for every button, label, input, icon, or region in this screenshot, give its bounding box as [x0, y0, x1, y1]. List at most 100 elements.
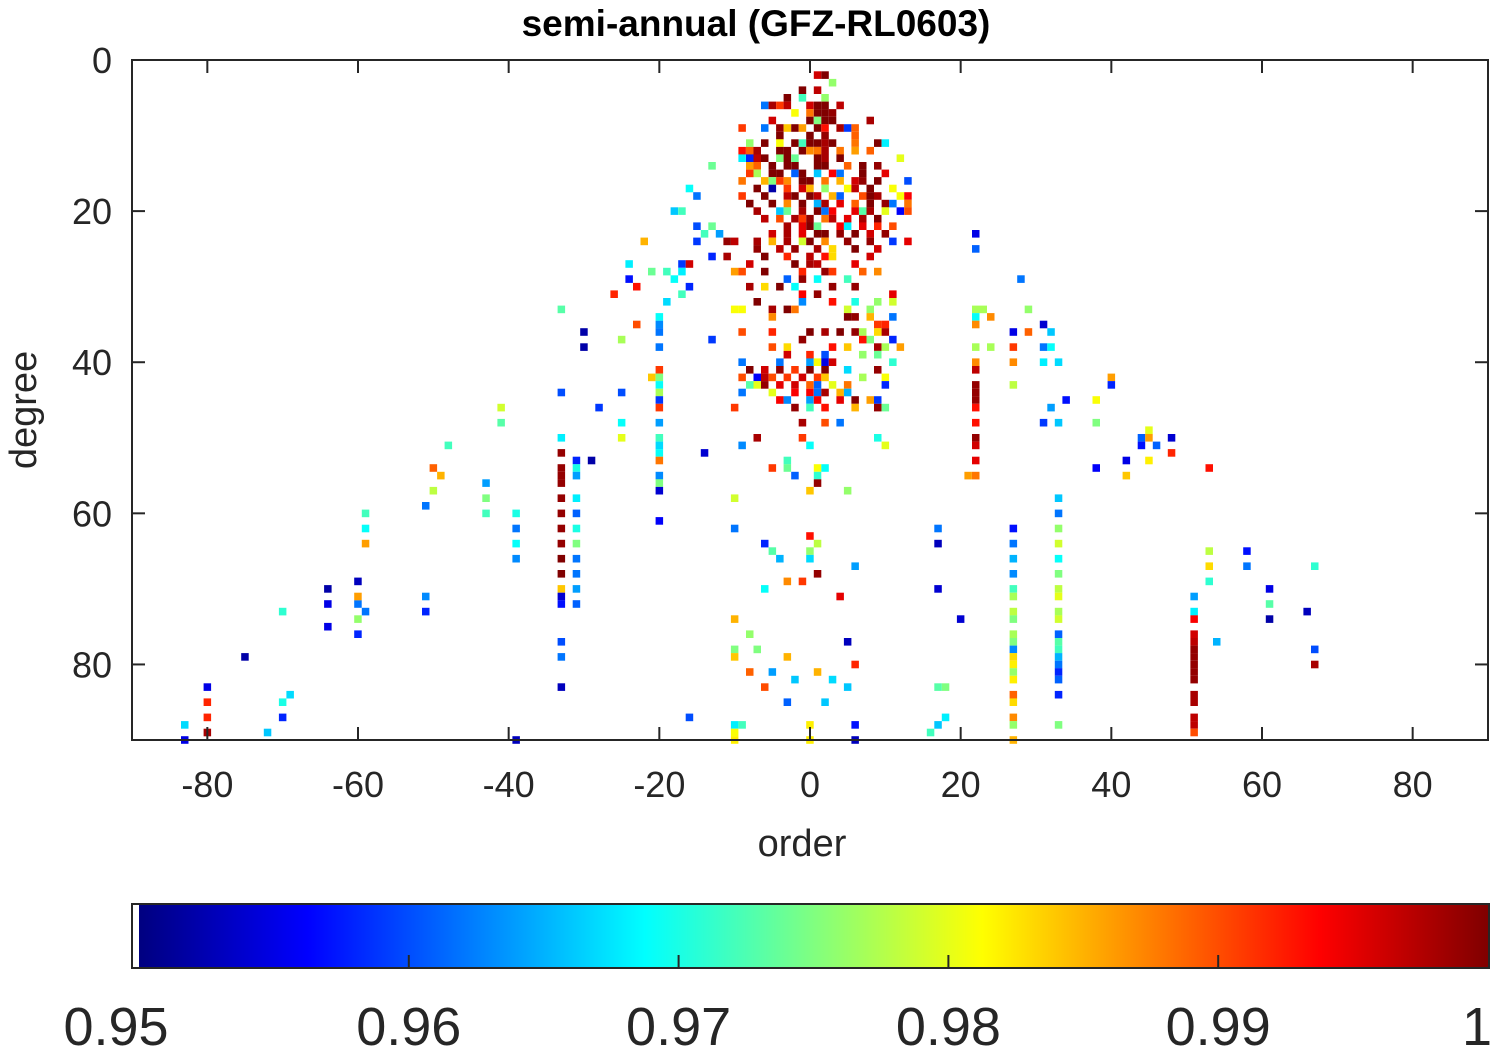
heatmap-cell: [761, 139, 769, 147]
heatmap-cell: [1145, 456, 1153, 465]
heatmap-cell: [889, 358, 897, 366]
heatmap-cell: [821, 154, 829, 162]
heatmap-cell: [821, 373, 829, 382]
heatmap-cell: [738, 388, 746, 397]
heatmap-cell: [324, 600, 332, 608]
heatmap-cell: [813, 381, 822, 389]
heatmap-cell: [753, 184, 761, 193]
heatmap-cell: [1190, 660, 1198, 669]
heatmap-cell: [753, 146, 761, 155]
heatmap-cell: [753, 373, 761, 382]
heatmap-cell: [791, 162, 799, 170]
heatmap-cell: [806, 139, 814, 147]
heatmap-cell: [783, 698, 792, 706]
heatmap-cell: [746, 169, 754, 178]
heatmap-cell: [851, 282, 859, 291]
heatmap-cell: [1009, 524, 1018, 533]
heatmap-cell: [1205, 547, 1213, 555]
heatmap-cell: [708, 162, 716, 170]
heatmap-cell: [881, 328, 890, 336]
heatmap-cell: [828, 245, 837, 253]
heatmap-cell: [685, 713, 694, 722]
heatmap-cell: [851, 131, 859, 140]
heatmap-cell: [813, 230, 822, 238]
heatmap-cell: [859, 169, 867, 178]
y-tick-label: 40: [72, 342, 112, 383]
heatmap-cell: [444, 441, 453, 450]
heatmap-cell: [776, 381, 784, 389]
heatmap-cell: [776, 282, 784, 291]
heatmap-cell: [866, 199, 874, 208]
heatmap-cell: [1107, 373, 1116, 382]
heatmap-cell: [798, 86, 807, 94]
heatmap-cell: [798, 434, 807, 442]
heatmap-cell: [768, 313, 777, 321]
heatmap-cell: [715, 230, 724, 238]
heatmap-cell: [655, 517, 664, 525]
heatmap-cell: [670, 207, 679, 215]
heatmap-cell: [324, 622, 332, 631]
colorbar-tick-label: 0.95: [63, 997, 168, 1050]
colorbar-frame: [131, 903, 1490, 969]
heatmap-cell: [768, 464, 777, 472]
heatmap-cell: [798, 177, 807, 185]
heatmap-cell: [798, 214, 807, 223]
x-tick-label: 80: [1393, 764, 1433, 805]
heatmap-cell: [738, 267, 746, 276]
heatmap-cell: [941, 683, 950, 691]
heatmap-cell: [972, 388, 980, 397]
heatmap-cell: [512, 509, 520, 518]
heatmap-cell: [972, 366, 980, 374]
heatmap-cell: [821, 214, 829, 223]
heatmap-cell: [655, 471, 664, 480]
heatmap-cell: [896, 154, 905, 162]
heatmap-cell: [881, 343, 890, 351]
heatmap-cell: [881, 207, 890, 215]
heatmap-cell: [836, 124, 844, 132]
heatmap-cell: [730, 524, 739, 533]
heatmap-cell: [1054, 660, 1063, 669]
heatmap-cell: [798, 169, 807, 178]
heatmap-cell: [798, 267, 807, 276]
heatmap-cell: [972, 456, 980, 465]
heatmap-cell: [851, 139, 859, 147]
colorbar-tick-label: 0.99: [1166, 997, 1271, 1050]
heatmap-cell: [874, 434, 882, 442]
heatmap-cell: [580, 343, 588, 351]
heatmap-cell: [806, 222, 814, 230]
heatmap-cell: [572, 524, 581, 533]
heatmap-cell: [557, 683, 566, 691]
heatmap-cell: [753, 298, 761, 306]
heatmap-cell: [663, 267, 671, 276]
heatmap-cell: [783, 373, 792, 382]
heatmap-cell: [821, 464, 829, 472]
heatmap-cell: [422, 607, 430, 616]
heatmap-cell: [828, 298, 837, 306]
heatmap-cell: [866, 396, 874, 404]
heatmap-cell: [1054, 570, 1063, 578]
x-tick-label: -60: [332, 764, 384, 805]
colorbar-tick-label: 0.97: [626, 997, 731, 1050]
heatmap-cell: [1047, 343, 1055, 351]
heatmap-cell: [836, 146, 844, 155]
heatmap-cell: [746, 139, 754, 147]
heatmap-cell: [1039, 418, 1048, 427]
heatmap-cell: [1009, 668, 1018, 676]
heatmap-cell: [678, 260, 686, 268]
heatmap-cell: [738, 721, 746, 729]
heatmap-cell: [866, 184, 874, 193]
heatmap-cell: [813, 139, 822, 147]
heatmap-cell: [813, 290, 822, 298]
heatmap-cell: [859, 350, 867, 359]
heatmap-cell: [806, 403, 814, 412]
heatmap-cell: [738, 146, 746, 155]
heatmap-cell: [753, 434, 761, 442]
heatmap-cell: [798, 298, 807, 306]
heatmap-cell: [859, 335, 867, 344]
heatmap-cell: [1054, 615, 1063, 623]
heatmap-cell: [783, 192, 792, 200]
heatmap-cell: [813, 124, 822, 132]
heatmap-cell: [881, 139, 890, 147]
heatmap-cell: [617, 418, 626, 427]
heatmap-cell: [761, 177, 769, 185]
